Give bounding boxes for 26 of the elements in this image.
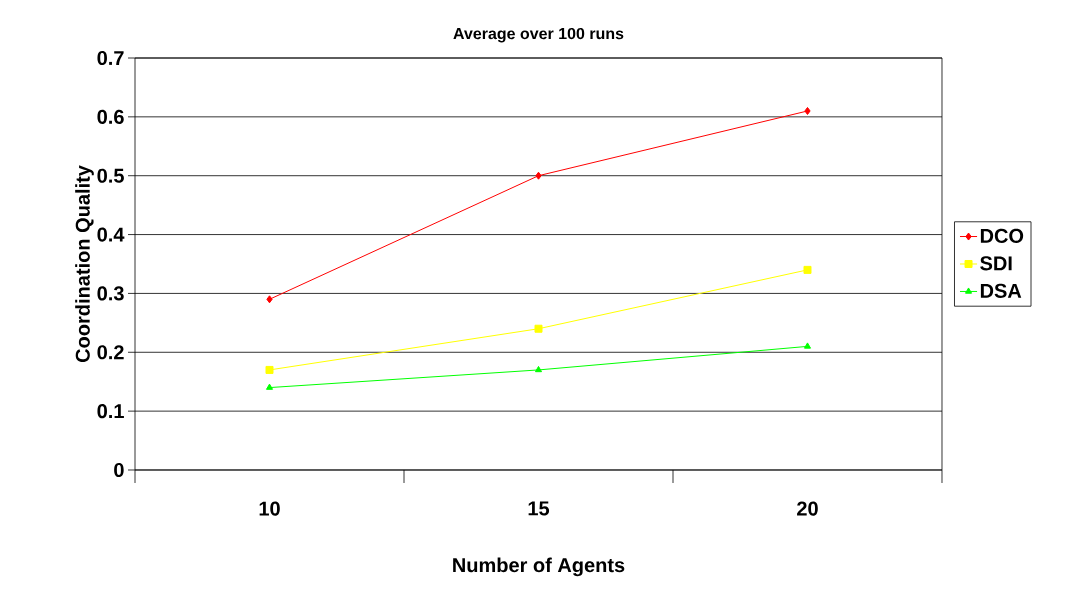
point <box>535 171 542 180</box>
point <box>803 265 812 274</box>
x-axis-title: Number of Agents <box>453 557 625 577</box>
y-tick-label: 0 <box>114 462 124 478</box>
chart-title: Average over 100 runs <box>453 27 624 43</box>
point <box>804 106 811 115</box>
point <box>534 365 543 373</box>
point <box>534 324 543 333</box>
legend-label: DSA <box>980 283 1022 298</box>
y-tick-label: 0.1 <box>97 404 124 419</box>
point <box>803 342 812 349</box>
x-tick-label: 20 <box>797 501 818 516</box>
y-tick-label: 0.3 <box>97 286 124 301</box>
legend-label: DCO <box>980 228 1024 243</box>
y-tick-label: 0.5 <box>97 168 124 183</box>
point <box>265 383 274 390</box>
y-tick-label: 0.4 <box>97 227 125 242</box>
x-tick-label: 10 <box>259 501 280 516</box>
legend-label: SDI <box>980 256 1012 271</box>
y-tick-label: 0.2 <box>97 345 124 360</box>
point <box>266 295 273 304</box>
y-tick-label: 0.7 <box>97 50 124 66</box>
x-tick-label: 15 <box>528 501 550 516</box>
point <box>265 365 274 374</box>
y-tick-label: 0.6 <box>97 109 124 124</box>
y-axis-title: Coordination Quality <box>75 165 94 363</box>
